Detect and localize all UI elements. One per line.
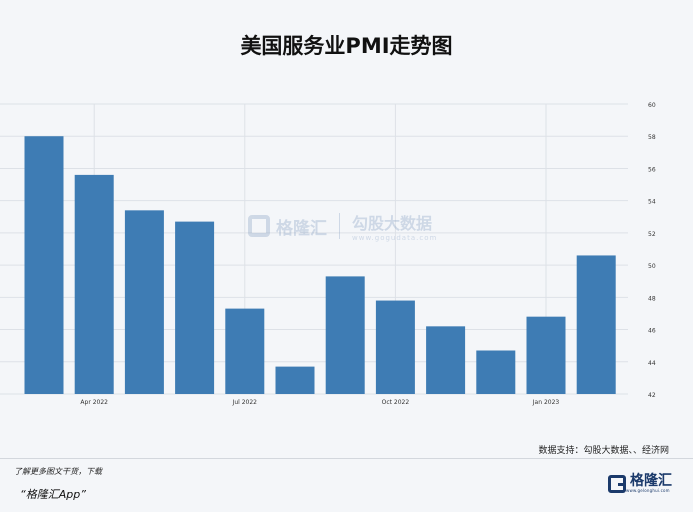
footer-divider [0, 458, 693, 459]
bar [124, 210, 164, 394]
x-tick-label: Apr 2022 [80, 399, 108, 406]
watermark-name: 勾股大数据 [352, 214, 433, 233]
y-tick-label: 60 [648, 102, 656, 109]
bar [526, 316, 566, 394]
watermark-logo-icon [248, 215, 270, 237]
x-tick-label: Oct 2022 [382, 399, 410, 406]
y-tick-label: 48 [648, 295, 656, 302]
y-axis-ticks: 42 44 46 48 50 52 54 56 58 60 [648, 102, 656, 399]
brand-logo-icon [608, 474, 626, 493]
bar [24, 136, 64, 394]
bar [325, 276, 365, 394]
y-tick-label: 50 [648, 263, 656, 270]
y-tick-label: 56 [648, 166, 656, 173]
bar [225, 308, 265, 394]
bar [476, 350, 516, 394]
y-tick-label: 52 [648, 231, 656, 238]
bar [426, 326, 466, 394]
bar [175, 221, 215, 394]
data-source: 数据支持：勾股大数据、、经济网 [538, 446, 669, 456]
bars [24, 136, 616, 394]
brand-logo-text: 格隆汇 [630, 473, 672, 489]
bar [375, 300, 415, 394]
bar [576, 255, 616, 394]
footer-app-name: “格隆汇App” [20, 488, 86, 501]
bar [275, 366, 315, 394]
watermark-url: www.gogudata.com [352, 234, 438, 242]
watermark-separator [339, 213, 340, 239]
x-tick-label: Jul 2022 [232, 399, 258, 406]
watermark-brand: 格隆汇 [276, 218, 327, 239]
x-tick-label: Jan 2023 [532, 399, 560, 406]
y-tick-label: 58 [648, 134, 656, 141]
y-tick-label: 42 [648, 392, 656, 399]
chart-title: 美国服务业PMI走势图 [240, 34, 453, 58]
footer-note: 了解更多图文干货，下载 [14, 467, 102, 476]
bar [74, 174, 114, 394]
y-tick-label: 46 [648, 328, 656, 335]
bar-chart: 42 44 46 48 50 52 54 56 58 60 Apr 2022 Jul 2022 Oct… [0, 102, 656, 406]
brand-logo: 格隆汇 www.gelonghui.com [608, 474, 672, 493]
watermark: 格隆汇 勾股大数据 www.gogudata.com [248, 210, 437, 242]
x-axis-ticks: Apr 2022 Jul 2022 Oct 2022 Jan 2023 [80, 399, 559, 406]
y-tick-label: 54 [648, 199, 656, 206]
brand-logo-url: www.gelonghui.com [626, 488, 670, 493]
y-tick-label: 44 [648, 360, 656, 367]
